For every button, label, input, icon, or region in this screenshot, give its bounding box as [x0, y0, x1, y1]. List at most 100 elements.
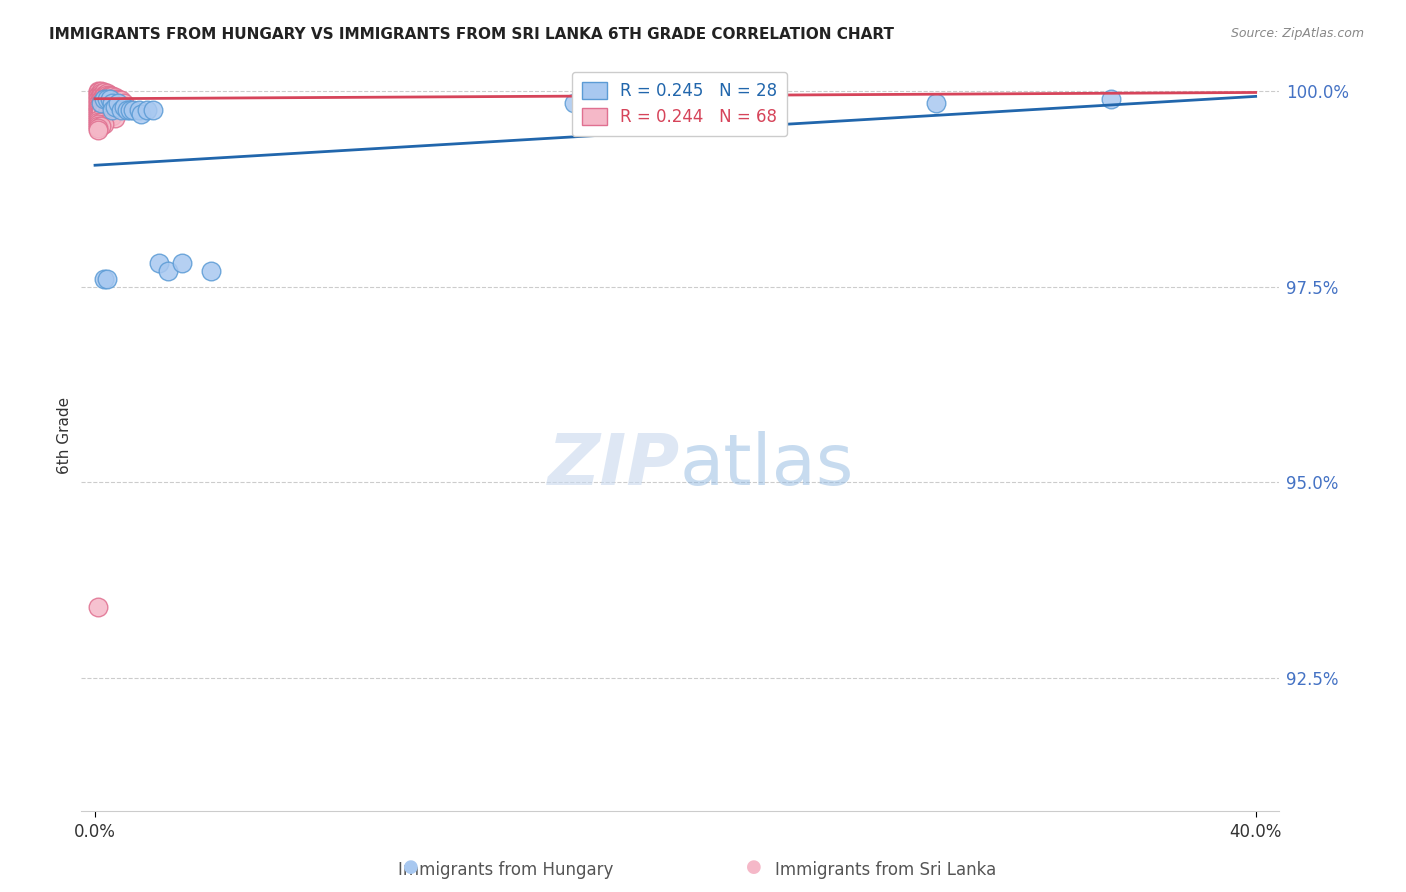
Point	[110, 93, 132, 107]
Point	[104, 92, 127, 106]
Point	[98, 92, 121, 106]
Point	[142, 103, 165, 118]
Point	[90, 95, 112, 110]
Point	[101, 89, 124, 103]
Point	[104, 90, 127, 104]
Text: ●: ●	[745, 858, 762, 876]
Point	[93, 86, 115, 100]
Point	[87, 112, 110, 127]
Point	[131, 107, 153, 121]
Point	[118, 103, 141, 118]
Point	[101, 93, 124, 107]
Text: Immigrants from Hungary: Immigrants from Hungary	[398, 861, 614, 879]
Point	[93, 89, 115, 103]
Point	[98, 107, 121, 121]
Point	[136, 103, 159, 118]
Point	[93, 92, 115, 106]
Point	[96, 271, 118, 285]
Point	[96, 90, 118, 104]
Text: ●: ●	[402, 858, 419, 876]
Point	[90, 95, 112, 110]
Point	[562, 95, 585, 110]
Point	[93, 271, 115, 285]
Point	[98, 89, 121, 103]
Point	[1099, 92, 1122, 106]
Point	[93, 93, 115, 107]
Point	[87, 86, 110, 100]
Point	[128, 103, 150, 118]
Point	[98, 92, 121, 106]
Point	[112, 95, 135, 110]
Point	[90, 89, 112, 103]
Point	[90, 115, 112, 129]
Point	[90, 105, 112, 120]
Point	[101, 95, 124, 110]
Legend: R = 0.245   N = 28, R = 0.244   N = 68: R = 0.245 N = 28, R = 0.244 N = 68	[572, 71, 787, 136]
Point	[87, 89, 110, 103]
Point	[121, 103, 143, 118]
Point	[200, 264, 222, 278]
Point	[93, 117, 115, 131]
Point	[170, 256, 193, 270]
Text: IMMIGRANTS FROM HUNGARY VS IMMIGRANTS FROM SRI LANKA 6TH GRADE CORRELATION CHART: IMMIGRANTS FROM HUNGARY VS IMMIGRANTS FR…	[49, 27, 894, 42]
Point	[87, 103, 110, 118]
Point	[87, 117, 110, 131]
Y-axis label: 6th Grade: 6th Grade	[58, 397, 72, 474]
Point	[87, 105, 110, 120]
Point	[156, 264, 179, 278]
Point	[96, 107, 118, 121]
Point	[148, 256, 170, 270]
Point	[87, 92, 110, 106]
Point	[87, 115, 110, 129]
Point	[96, 92, 118, 106]
Point	[93, 103, 115, 118]
Point	[96, 93, 118, 107]
Point	[104, 99, 127, 113]
Point	[101, 103, 124, 118]
Point	[98, 93, 121, 107]
Point	[90, 101, 112, 115]
Point	[87, 101, 110, 115]
Point	[93, 92, 115, 106]
Point	[90, 87, 112, 101]
Text: atlas: atlas	[679, 431, 853, 500]
Point	[87, 600, 110, 615]
Point	[110, 103, 132, 118]
Point	[101, 92, 124, 106]
Point	[87, 84, 110, 98]
Point	[107, 92, 129, 106]
Point	[87, 93, 110, 107]
Point	[93, 87, 115, 102]
Point	[87, 95, 110, 110]
Point	[87, 120, 110, 135]
Point	[96, 87, 118, 102]
Text: ZIP: ZIP	[547, 431, 679, 500]
Point	[87, 97, 110, 112]
Point	[87, 107, 110, 121]
Point	[112, 99, 135, 113]
Point	[87, 99, 110, 113]
Point	[925, 95, 948, 110]
Point	[90, 119, 112, 133]
Point	[90, 93, 112, 107]
Point	[93, 95, 115, 110]
Point	[87, 119, 110, 133]
Point	[98, 87, 121, 102]
Point	[101, 109, 124, 123]
Text: Source: ZipAtlas.com: Source: ZipAtlas.com	[1230, 27, 1364, 40]
Point	[90, 103, 112, 118]
Point	[87, 123, 110, 137]
Point	[90, 97, 112, 112]
Text: Immigrants from Sri Lanka: Immigrants from Sri Lanka	[775, 861, 997, 879]
Point	[87, 112, 110, 126]
Point	[90, 84, 112, 98]
Point	[90, 92, 112, 106]
Point	[96, 87, 118, 101]
Point	[107, 93, 129, 107]
Point	[96, 92, 118, 106]
Point	[87, 109, 110, 123]
Point	[93, 105, 115, 120]
Point	[723, 95, 745, 110]
Point	[107, 95, 129, 110]
Point	[90, 87, 112, 102]
